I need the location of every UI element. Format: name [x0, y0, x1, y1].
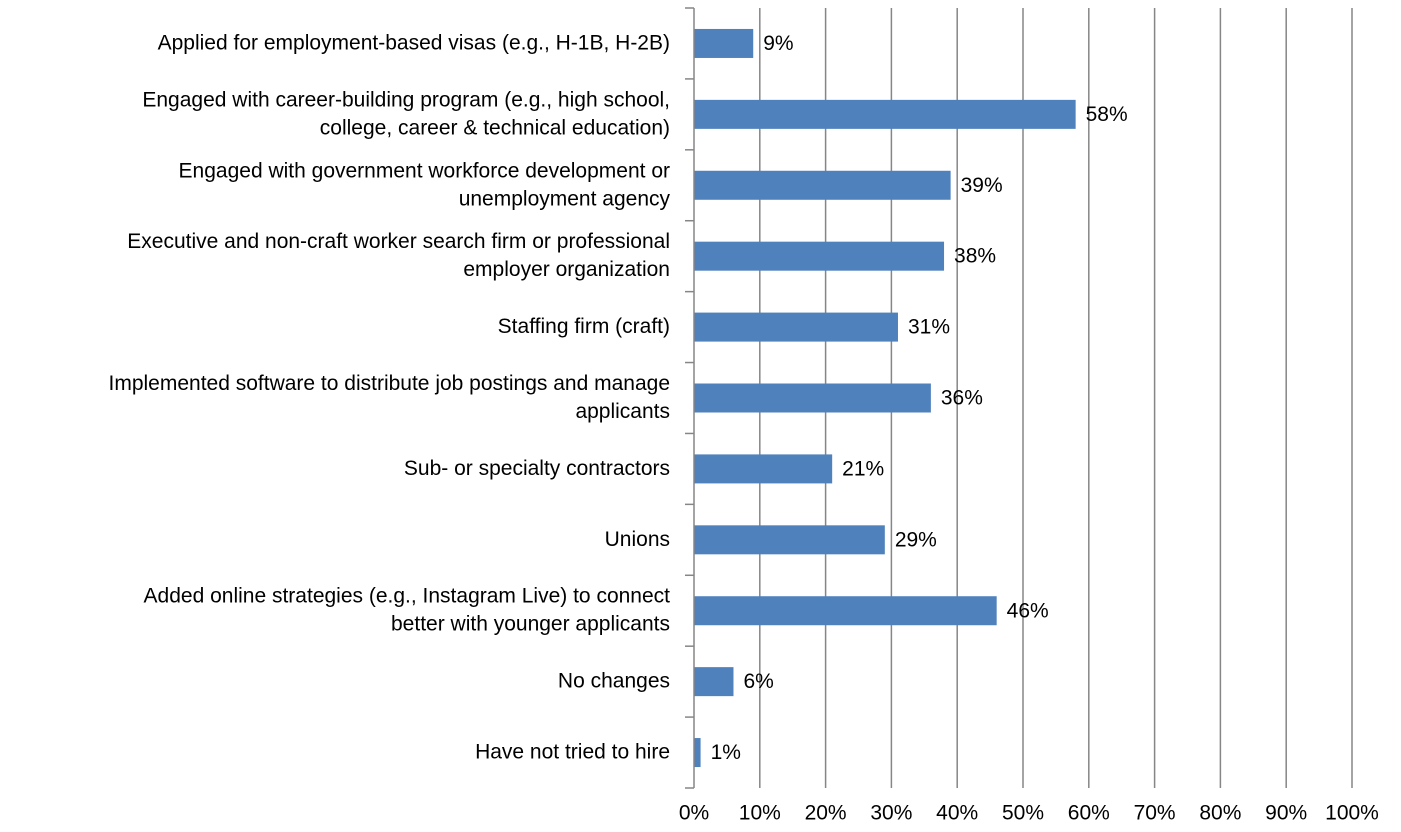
bar [694, 170, 951, 200]
category-label-line: employer organization [463, 258, 670, 281]
category-label: Staffing firm (craft) [498, 315, 670, 338]
category-label-line: Applied for employment-based visas (e.g.… [158, 31, 670, 54]
category-label: Have not tried to hire [475, 740, 670, 763]
bar [694, 241, 945, 271]
bar [694, 28, 754, 58]
data-label: 1% [711, 741, 741, 764]
category-label-line: unemployment agency [459, 187, 671, 210]
bar [694, 312, 898, 342]
data-label: 6% [743, 670, 773, 693]
x-tick-label: 30% [870, 802, 912, 825]
value-labels: 9% 58% 39% 38% 31% 36% 21% 29% 46% 6% 1% [711, 32, 1128, 764]
bar [694, 525, 885, 555]
category-label-line: Engaged with career-building program (e.… [142, 88, 670, 111]
category-label-line: Engaged with government workforce develo… [179, 159, 670, 182]
x-tick-label: 80% [1199, 802, 1241, 825]
category-label: Applied for employment-based visas (e.g.… [158, 31, 670, 54]
x-tick-label: 0% [679, 802, 709, 825]
grid-lines [759, 8, 1353, 788]
bar [694, 667, 734, 697]
data-label: 38% [954, 245, 996, 268]
category-label-line: No changes [558, 669, 670, 692]
bar [694, 596, 997, 626]
data-label: 21% [842, 457, 884, 480]
x-tick-label: 20% [805, 802, 847, 825]
bars [694, 28, 1076, 768]
data-label: 46% [1007, 599, 1049, 622]
x-tick-label: 10% [739, 802, 781, 825]
x-tick-label: 50% [1002, 802, 1044, 825]
category-label-line: college, career & technical education) [320, 116, 670, 139]
category-label: Added online strategies (e.g., Instagram… [144, 584, 671, 635]
data-label: 36% [941, 387, 983, 410]
x-tick-labels: 0% 10% 20% 30% 40% 50% 60% 70% 80% 90% 100% [679, 802, 1379, 825]
x-tick-label: 40% [936, 802, 978, 825]
category-label: Sub- or specialty contractors [404, 456, 670, 479]
y-axis [685, 7, 695, 789]
bar [694, 383, 931, 413]
category-label-line: Executive and non-craft worker search fi… [127, 230, 670, 253]
bar [694, 454, 833, 484]
category-label: Unions [605, 527, 670, 550]
x-tick-label: 100% [1325, 802, 1379, 825]
category-label-line: Sub- or specialty contractors [404, 456, 670, 479]
category-label: Engaged with government workforce develo… [179, 159, 671, 210]
category-label-line: Added online strategies (e.g., Instagram… [144, 584, 671, 607]
bar [694, 738, 701, 768]
category-label-line: better with younger applicants [391, 612, 670, 635]
category-label: Executive and non-craft worker search fi… [127, 230, 670, 281]
x-tick-label: 60% [1068, 802, 1110, 825]
category-label-line: Staffing firm (craft) [498, 315, 670, 338]
category-label-line: Unions [605, 527, 670, 550]
data-label: 29% [895, 528, 937, 551]
data-label: 9% [763, 32, 793, 55]
x-tick-label: 70% [1134, 802, 1176, 825]
data-label: 31% [908, 316, 950, 339]
data-label: 58% [1086, 103, 1128, 126]
category-labels: Applied for employment-based visas (e.g.… [109, 31, 671, 763]
category-label-line: applicants [575, 400, 670, 423]
category-label-line: Implemented software to distribute job p… [109, 372, 671, 395]
category-label: No changes [558, 669, 670, 692]
category-label: Implemented software to distribute job p… [109, 372, 671, 423]
bar [694, 99, 1076, 129]
x-tick-label: 90% [1265, 802, 1307, 825]
category-label-line: Have not tried to hire [475, 740, 670, 763]
category-label: Engaged with career-building program (e.… [142, 88, 670, 139]
data-label: 39% [961, 174, 1003, 197]
